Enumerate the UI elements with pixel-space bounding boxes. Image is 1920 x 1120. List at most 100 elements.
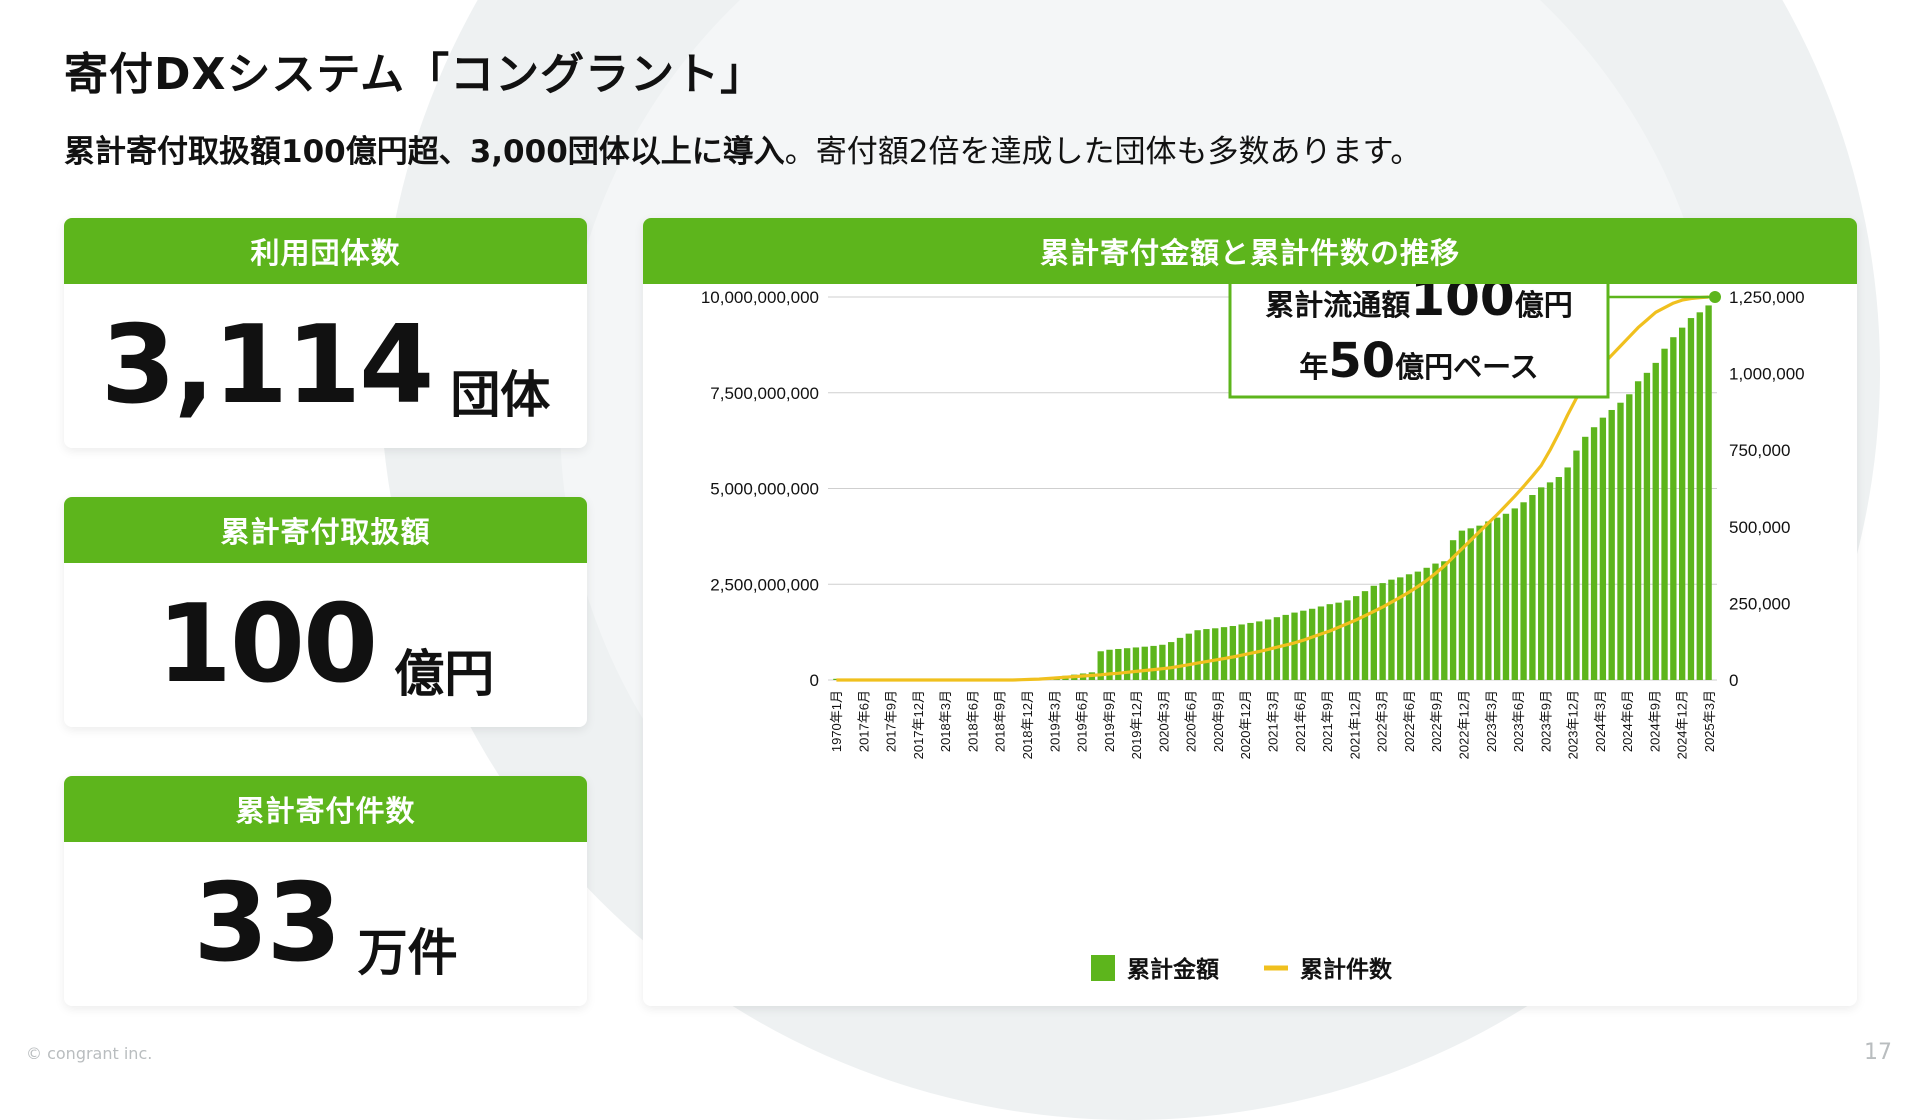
bar [1687, 318, 1695, 680]
x-tick-label: 2018年6月 [965, 690, 980, 752]
bar [1220, 627, 1228, 680]
x-tick-label: 2020年3月 [1156, 690, 1171, 752]
y-tick-label-right: 750,000 [1729, 441, 1790, 460]
bar [1582, 436, 1589, 680]
y-tick-label-right: 1,000,000 [1729, 365, 1805, 384]
x-tick-label: 2018年12月 [1020, 690, 1035, 759]
y-tick-label-left: 10,000,000,000 [701, 288, 819, 307]
bar [1529, 495, 1536, 680]
x-tick-label: 2025年3月 [1702, 690, 1717, 752]
bar [1573, 450, 1580, 680]
x-tick-label: 2022年6月 [1402, 690, 1417, 752]
x-tick-label: 2020年12月 [1238, 690, 1253, 759]
bar [1634, 381, 1642, 680]
annotation-line-1: 累計流通額100億円 [1265, 284, 1572, 327]
page-subtitle: 累計寄付取扱額100億円超、3,000団体以上に導入。寄付額2倍を達成した団体も… [64, 126, 1421, 171]
x-tick-label: 2018年9月 [993, 690, 1008, 752]
x-tick-label: 2020年9月 [1211, 690, 1226, 752]
x-tick-label: 2023年6月 [1511, 690, 1526, 752]
x-tick-label: 2023年3月 [1484, 690, 1499, 752]
bar [1423, 567, 1430, 680]
bar [1291, 612, 1298, 680]
bar [1485, 521, 1492, 680]
bar [1696, 312, 1703, 680]
bar [1203, 629, 1210, 680]
bar [1212, 628, 1219, 680]
bar [1538, 487, 1545, 680]
bar [1502, 513, 1510, 680]
y-tick-label-left: 5,000,000,000 [710, 480, 819, 499]
x-tick-label: 2019年9月 [1102, 690, 1117, 752]
annotation-box [1228, 284, 1610, 399]
x-tick-label: 2024年12月 [1675, 690, 1690, 759]
stat-value: 33 [193, 861, 341, 986]
bar [1106, 649, 1113, 680]
x-tick-label: 2020年6月 [1184, 690, 1199, 752]
stat-card-body: 33 万件 [64, 842, 587, 1006]
bar [1511, 508, 1518, 680]
bar [1150, 645, 1157, 680]
bar [1493, 517, 1501, 680]
bar [1661, 348, 1668, 680]
bar [1643, 372, 1651, 680]
x-tick-label: 2017年9月 [884, 690, 899, 752]
stat-card-count: 累計寄付件数 33 万件 [64, 776, 587, 1006]
bar [1168, 642, 1175, 680]
stat-card-header: 利用団体数 [64, 218, 587, 284]
bar [1608, 409, 1615, 680]
bar [1670, 337, 1677, 680]
bar [1326, 604, 1333, 680]
bar [1705, 305, 1712, 680]
bar [1097, 651, 1104, 680]
legend-swatch-bar [1091, 955, 1115, 981]
bar [1520, 502, 1527, 680]
bar [1308, 608, 1316, 680]
bar [1397, 577, 1404, 680]
bar [1353, 596, 1360, 680]
stat-value: 3,114 [100, 303, 435, 428]
x-tick-label: 2017年12月 [911, 690, 926, 759]
bar [1344, 600, 1351, 680]
bar [1141, 646, 1148, 680]
bar [1555, 477, 1562, 680]
x-tick-label: 2024年9月 [1647, 690, 1662, 752]
x-tick-label: 2022年12月 [1457, 690, 1472, 759]
bar [1361, 591, 1369, 680]
x-tick-label: 2022年9月 [1429, 690, 1444, 752]
y-tick-label-right: 1,250,000 [1729, 288, 1805, 307]
x-tick-label: 2024年6月 [1620, 690, 1635, 752]
bar [1405, 574, 1413, 680]
stat-card-header: 累計寄付件数 [64, 776, 587, 842]
bar [1238, 624, 1245, 680]
count-line [836, 295, 1709, 682]
x-tick-label: 2022年3月 [1375, 690, 1390, 752]
page-number: 17 [1864, 1040, 1892, 1065]
y-tick-label-right: 500,000 [1729, 518, 1790, 537]
annotation-dot [1709, 291, 1721, 303]
chart-header: 累計寄付金額と累計件数の推移 [643, 218, 1857, 284]
bar [1194, 630, 1201, 680]
x-tick-label: 2019年3月 [1047, 690, 1062, 752]
bar [1467, 528, 1474, 680]
x-tick-label: 2021年6月 [1293, 690, 1308, 752]
bar [1441, 561, 1448, 680]
copyright: © congrant inc. [26, 1044, 153, 1063]
bar [1335, 602, 1342, 680]
bar [1546, 482, 1554, 680]
x-tick-label: 2019年6月 [1075, 690, 1090, 752]
subtitle-normal: 。寄付額2倍を達成した団体も多数あります。 [784, 134, 1422, 170]
x-tick-label: 2019年12月 [1129, 690, 1144, 759]
bar [1123, 648, 1131, 680]
bar [1449, 540, 1457, 680]
subtitle-bold: 累計寄付取扱額100億円超、3,000団体以上に導入 [64, 134, 785, 170]
chart-card: 累計寄付金額と累計件数の推移 0 2,500,000,000 5,000,000,0… [643, 218, 1857, 1006]
bar [1159, 644, 1166, 680]
bar [1599, 417, 1607, 680]
bar [1379, 583, 1386, 680]
stat-card-amount: 累計寄付取扱額 100 億円 [64, 497, 587, 727]
y-tick-label-left: 2,500,000,000 [710, 575, 819, 594]
stat-card-body: 100 億円 [64, 563, 587, 727]
x-tick-label: 2021年12月 [1347, 690, 1362, 759]
x-tick-label: 2024年3月 [1593, 690, 1608, 752]
x-tick-label: 2018年3月 [938, 690, 953, 752]
